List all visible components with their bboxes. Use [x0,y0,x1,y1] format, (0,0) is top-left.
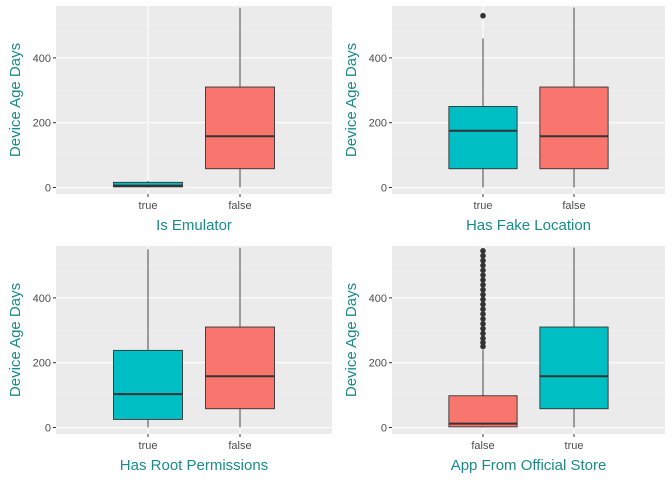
outlier-point [480,296,486,303]
panel-3: 0 200 400 true false Has Root Permissions Devi… [7,246,332,474]
x-tick-label: false [228,440,251,452]
y-tick-label: 400 [369,293,387,305]
panel-2: 0 200 400 true false Has Fake Location Device … [343,6,665,234]
panel-background [392,246,665,434]
y-axis-title: Device Age Days [7,283,24,397]
outlier-point [480,335,486,342]
box-false [539,86,609,170]
x-tick-label: true [139,200,158,212]
y-tick-label: 0 [381,183,387,195]
outlier-point [480,306,486,313]
y-tick-label: 0 [45,423,51,435]
outlier-point [480,12,486,19]
outlier-point [480,277,486,283]
box-true [113,349,183,420]
y-tick-label: 400 [369,53,387,65]
y-tick-label: 0 [381,423,387,435]
outlier-point [480,262,486,269]
outlier-point [480,267,486,274]
panel-background [392,6,665,194]
outlier-point [480,301,486,308]
outlier-point [480,257,486,264]
y-tick-label: 200 [369,118,387,130]
box-false [448,395,518,428]
x-axis-title: App From Official Store [451,457,607,474]
panel-background [56,246,332,434]
y-tick-label: 400 [33,293,51,305]
outlier-point [480,291,486,298]
x-tick-label: true [565,440,584,452]
y-tick-label: 400 [33,53,51,65]
outlier-point [480,286,486,293]
outlier-point [480,316,486,322]
outlier-point [480,272,486,278]
x-tick-label: false [562,200,585,212]
box-true [539,326,609,410]
x-tick-label: false [471,440,494,452]
y-tick-label: 200 [33,358,51,370]
outlier-point [480,252,486,259]
outlier-point [480,248,486,254]
y-tick-label: 200 [369,358,387,370]
panel-4: 0 200 400 false true App From Official Store D… [343,246,665,474]
outlier-point [480,330,486,337]
outlier-point [480,339,486,346]
x-axis-title: Has Fake Location [466,217,591,234]
box-true [448,106,518,170]
x-tick-label: true [474,200,493,212]
y-axis-title: Device Age Days [7,43,24,157]
x-axis-title: Is Emulator [156,217,232,234]
y-axis-title: Device Age Days [343,43,360,157]
x-axis-title: Has Root Permissions [120,457,268,474]
x-tick-label: false [228,200,251,212]
panel-background [56,6,332,194]
outlier-point [480,320,486,327]
box-false [205,86,275,170]
box-false [205,326,275,410]
outlier-point [480,343,486,350]
panel-1: 0 200 400 true false Is Emulator Device Age Da… [7,6,332,234]
y-axis-title: Device Age Days [343,283,360,397]
outlier-point [480,282,486,288]
y-tick-label: 0 [45,183,51,195]
outlier-point [480,325,486,332]
outlier-point [480,311,486,317]
x-tick-label: true [139,440,158,452]
y-tick-label: 200 [33,118,51,130]
